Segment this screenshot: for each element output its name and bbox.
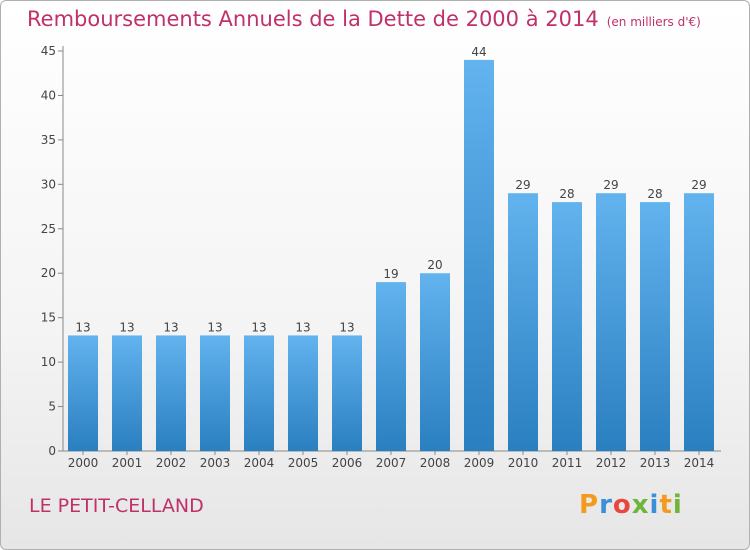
x-tick-label-2014: 2014 — [684, 456, 715, 470]
bar-2010 — [508, 193, 538, 451]
bar-2002 — [156, 335, 186, 451]
x-tick-label-2002: 2002 — [156, 456, 187, 470]
data-label-2009: 44 — [471, 45, 486, 59]
y-tick-label: 25 — [41, 222, 56, 236]
y-tick-label: 5 — [48, 400, 56, 414]
data-label-2008: 20 — [427, 258, 442, 272]
proxiti-logo: Proxiti — [579, 490, 683, 520]
x-tick-label-2001: 2001 — [112, 456, 143, 470]
x-tick-label-2011: 2011 — [552, 456, 583, 470]
axes: 0 5 10 15 20 25 30 35 40 45 2000 2001 2002 2003 2004 20… — [41, 44, 721, 470]
data-label-2003: 13 — [207, 320, 222, 334]
bar-2013 — [640, 202, 670, 451]
data-label-2004: 13 — [251, 320, 266, 334]
bar-2001 — [112, 335, 142, 451]
x-tick-label-2007: 2007 — [376, 456, 407, 470]
y-tick-label: 15 — [41, 311, 56, 325]
bar-2012 — [596, 193, 626, 451]
bars: 13 13 13 13 13 13 13 19 20 44 29 28 29 28 29 — [68, 45, 714, 452]
chart-title: Remboursements Annuels de la Dette de 20… — [27, 7, 701, 31]
x-tick-label-2009: 2009 — [464, 456, 495, 470]
data-label-2002: 13 — [163, 320, 178, 334]
bar-2004 — [244, 335, 274, 451]
x-tick-label-2008: 2008 — [420, 456, 451, 470]
y-tick-label: 0 — [48, 444, 56, 458]
y-tick-label: 20 — [41, 266, 56, 280]
x-tick-label-2012: 2012 — [596, 456, 627, 470]
bar-2006 — [332, 335, 362, 451]
y-tick-label: 30 — [41, 177, 56, 191]
bar-2008 — [420, 273, 450, 451]
data-label-2011: 28 — [559, 187, 574, 201]
bar-2003 — [200, 335, 230, 451]
x-tick-label-2004: 2004 — [244, 456, 275, 470]
x-tick-label-2013: 2013 — [640, 456, 671, 470]
data-label-2006: 13 — [339, 320, 354, 334]
data-label-2012: 29 — [603, 178, 618, 192]
commune-name: LE PETIT-CELLAND — [29, 495, 204, 517]
data-label-2007: 19 — [383, 267, 398, 281]
data-label-2013: 28 — [647, 187, 662, 201]
y-tick-label: 35 — [41, 133, 56, 147]
x-tick-label-2010: 2010 — [508, 456, 539, 470]
data-label-2000: 13 — [75, 320, 90, 334]
x-tick-label-2006: 2006 — [332, 456, 363, 470]
y-tick-label: 10 — [41, 355, 56, 369]
data-label-2005: 13 — [295, 320, 310, 334]
bar-2005 — [288, 335, 318, 451]
chart-subtitle: (en milliers d'€) — [606, 15, 701, 29]
y-tick-label: 45 — [41, 44, 56, 58]
data-label-2010: 29 — [515, 178, 530, 192]
bar-2009 — [464, 59, 494, 452]
bar-2011 — [552, 202, 582, 451]
y-tick-label: 40 — [41, 88, 56, 102]
data-label-2001: 13 — [119, 320, 134, 334]
x-tick-label-2003: 2003 — [200, 456, 231, 470]
bar-2007 — [376, 282, 406, 451]
data-label-2014: 29 — [691, 178, 706, 192]
x-tick-label-2005: 2005 — [288, 456, 319, 470]
bar-2000 — [68, 335, 98, 451]
x-tick-label-2000: 2000 — [68, 456, 99, 470]
bar-2014 — [684, 193, 714, 451]
